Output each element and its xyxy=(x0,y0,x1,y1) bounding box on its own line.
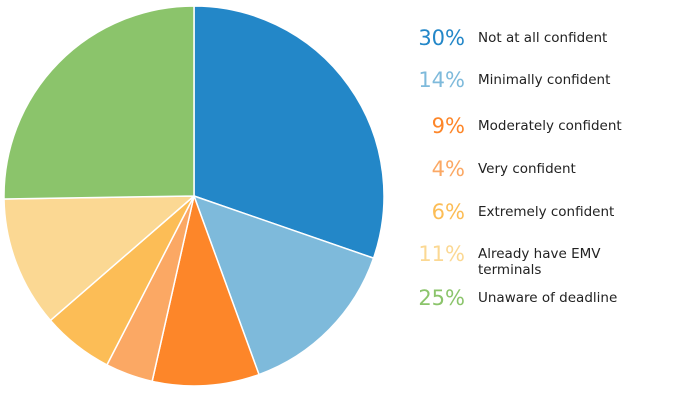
legend-item-unaware-of-deadline: 25% Unaware of deadline xyxy=(0,284,675,314)
pie-slice-already-have-emv-terminals xyxy=(3,195,195,322)
pie-chart xyxy=(3,5,385,387)
legend-item-moderately-confident: 9% Moderately confident xyxy=(0,112,675,142)
pie-slice-not-at-all-confident xyxy=(193,5,385,259)
legend-percent: 6% xyxy=(431,200,465,224)
legend-item-minimally-confident: 14% Minimally confident xyxy=(0,66,675,96)
legend-label: Extremely confident xyxy=(478,204,615,220)
pie-slice-moderately-confident xyxy=(151,195,260,387)
pie-slice-unaware-of-deadline xyxy=(3,5,195,200)
legend-percent: 4% xyxy=(431,157,465,181)
legend-label: Unaware of deadline xyxy=(478,290,618,306)
legend-label: Already have EMV terminals xyxy=(478,246,601,278)
legend-item-not-at-all-confident: 30% Not at all confident xyxy=(0,24,675,54)
legend-item-very-confident: 4% Very confident xyxy=(0,155,675,185)
legend-percent: 14% xyxy=(418,68,465,92)
legend-label: Not at all confident xyxy=(478,30,608,46)
legend-percent: 11% xyxy=(418,242,465,266)
legend-percent: 25% xyxy=(418,286,465,310)
legend-item-already-have-emv-terminals: 11% Already have EMV terminals xyxy=(0,240,675,278)
legend-percent: 30% xyxy=(418,26,465,50)
legend-item-extremely-confident: 6% Extremely confident xyxy=(0,198,675,228)
legend-label: Moderately confident xyxy=(478,118,622,134)
legend-percent: 9% xyxy=(431,114,465,138)
pie-slice-minimally-confident xyxy=(193,195,375,376)
legend-label: Minimally confident xyxy=(478,72,611,88)
legend-label: Very confident xyxy=(478,161,576,177)
